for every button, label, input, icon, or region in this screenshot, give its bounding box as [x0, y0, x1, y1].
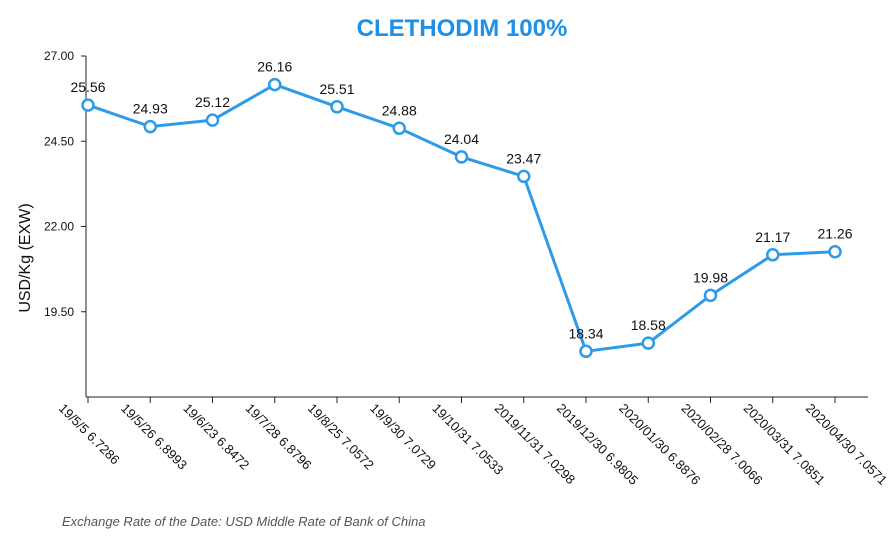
data-label: 24.04	[444, 131, 479, 147]
x-tick-label: 19/5/5 6.7286	[56, 401, 123, 468]
data-point	[81, 98, 95, 112]
data-label: 18.34	[568, 325, 603, 341]
data-point	[766, 248, 780, 262]
x-tick-label: 19/8/25 7.0572	[305, 401, 377, 473]
x-tick-label: 19/7/28 6.8796	[243, 401, 315, 473]
y-tick-label: 27.00	[44, 49, 74, 63]
data-point	[330, 100, 344, 114]
data-label: 21.26	[817, 226, 852, 242]
data-point	[392, 121, 406, 136]
data-label: 25.12	[195, 94, 230, 110]
footnote: Exchange Rate of the Date: USD Middle Ra…	[62, 514, 425, 529]
data-labels: 25.56 24.93 25.12 26.16 25.51 24.88 24.04 23.47…	[70, 59, 852, 342]
data-point	[205, 113, 220, 127]
data-label: 23.47	[506, 150, 541, 166]
y-tick-label: 19.50	[44, 305, 74, 319]
data-points	[81, 77, 842, 359]
data-point	[268, 77, 282, 92]
data-point	[517, 169, 531, 184]
data-label: 26.16	[257, 59, 292, 75]
y-ticks: 27.00 24.50 22.00 19.50	[44, 49, 86, 319]
data-point	[703, 288, 718, 303]
x-tick-label: 19/6/23 6.8472	[180, 401, 252, 473]
data-label: 18.58	[631, 317, 666, 333]
y-tick-label: 24.50	[44, 134, 74, 148]
data-point	[828, 244, 842, 259]
data-label: 25.56	[70, 79, 105, 95]
data-label: 24.88	[382, 102, 417, 118]
y-axis-label: USD/Kg (EXW)	[17, 203, 34, 312]
data-label: 21.17	[755, 229, 790, 245]
x-tick-label: 19/5/26 6.8993	[118, 401, 190, 473]
y-tick-label: 22.00	[44, 220, 74, 234]
data-point	[454, 150, 469, 164]
data-point	[641, 336, 655, 350]
chart-title: CLETHODIM 100%	[357, 15, 568, 42]
data-label: 19.98	[693, 269, 728, 285]
x-tick-label: 19/9/30 7.0729	[367, 401, 439, 473]
series-line	[87, 83, 836, 353]
data-label: 25.51	[319, 81, 354, 97]
data-point	[579, 344, 593, 359]
data-point	[143, 119, 157, 134]
data-label: 24.93	[133, 101, 168, 117]
